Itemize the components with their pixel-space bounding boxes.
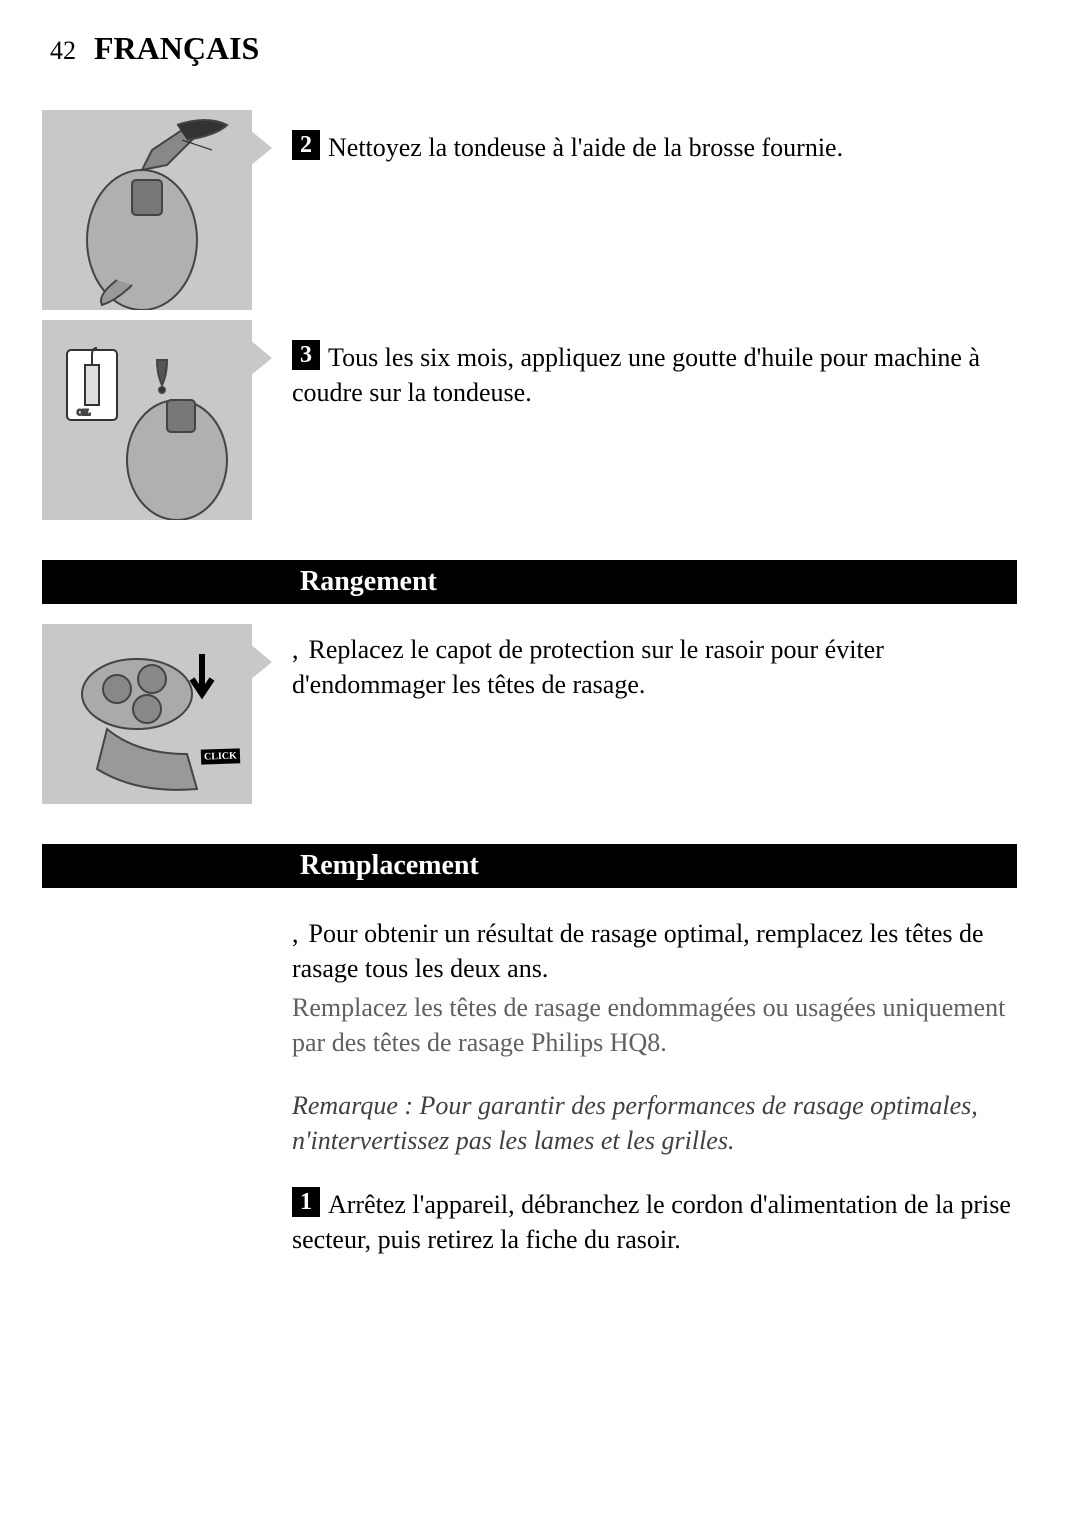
step-2: 2 Nettoyez la tondeuse à l'aide de la bro… [42,110,1022,310]
page-title: FRANÇAIS [94,30,259,66]
section-bar-rangement: Rangement [42,560,1017,604]
step-3: OIL 3Tous les six mois, appliquez une go… [42,320,1022,520]
remplacement-step-1: 1Arrêtez l'appareil, débranchez le cordo… [292,1187,1022,1257]
rangement-row: CLICK ,Replacez le capot de protection s… [42,624,1022,804]
section-bar-remplacement: Remplacement [42,844,1017,888]
page-header: 42 FRANÇAIS [50,30,259,67]
step-number-badge: 2 [292,130,320,160]
section-title: Remplacement [300,850,999,882]
rangement-text: ,Replacez le capot de protection sur le … [252,624,1022,702]
remplacement-note: Remarque : Pour garantir des performance… [292,1088,1022,1158]
step-number-badge: 1 [292,1187,320,1217]
step-body-text: Tous les six mois, appliquez une goutte … [292,343,980,407]
step-number-badge: 3 [292,340,320,370]
bullet-body: Pour obtenir un résultat de rasage optim… [292,919,984,983]
remplacement-bullet: ,Pour obtenir un résultat de rasage opti… [292,908,1022,986]
step-2-text: 2 Nettoyez la tondeuse à l'aide de la bro… [252,110,843,165]
svg-text:OIL: OIL [77,408,90,417]
remplacement-body: Remplacez les têtes de rasage endommagée… [292,990,1022,1060]
pointer-icon [250,644,272,680]
illustration-brush-trimmer [42,110,252,310]
bullet-marker: , [292,919,299,948]
bullet-marker: , [292,635,299,664]
step-body-text: Nettoyez la tondeuse à l'aide de la bros… [328,133,843,162]
step-3-text: 3Tous les six mois, appliquez une goutte… [252,320,1022,410]
section-title: Rangement [300,566,999,598]
pointer-icon [250,130,272,166]
page-number: 42 [50,36,76,65]
illustration-cap-click: CLICK [42,624,252,804]
pointer-icon [250,340,272,376]
illustration-oil-trimmer: OIL [42,320,252,520]
bullet-body: Replacez le capot de protection sur le r… [292,635,884,699]
click-badge: CLICK [201,748,240,764]
step-body-text: Arrêtez l'appareil, débranchez le cordon… [292,1190,1011,1254]
page-content: 2 Nettoyez la tondeuse à l'aide de la bro… [42,110,1022,1257]
